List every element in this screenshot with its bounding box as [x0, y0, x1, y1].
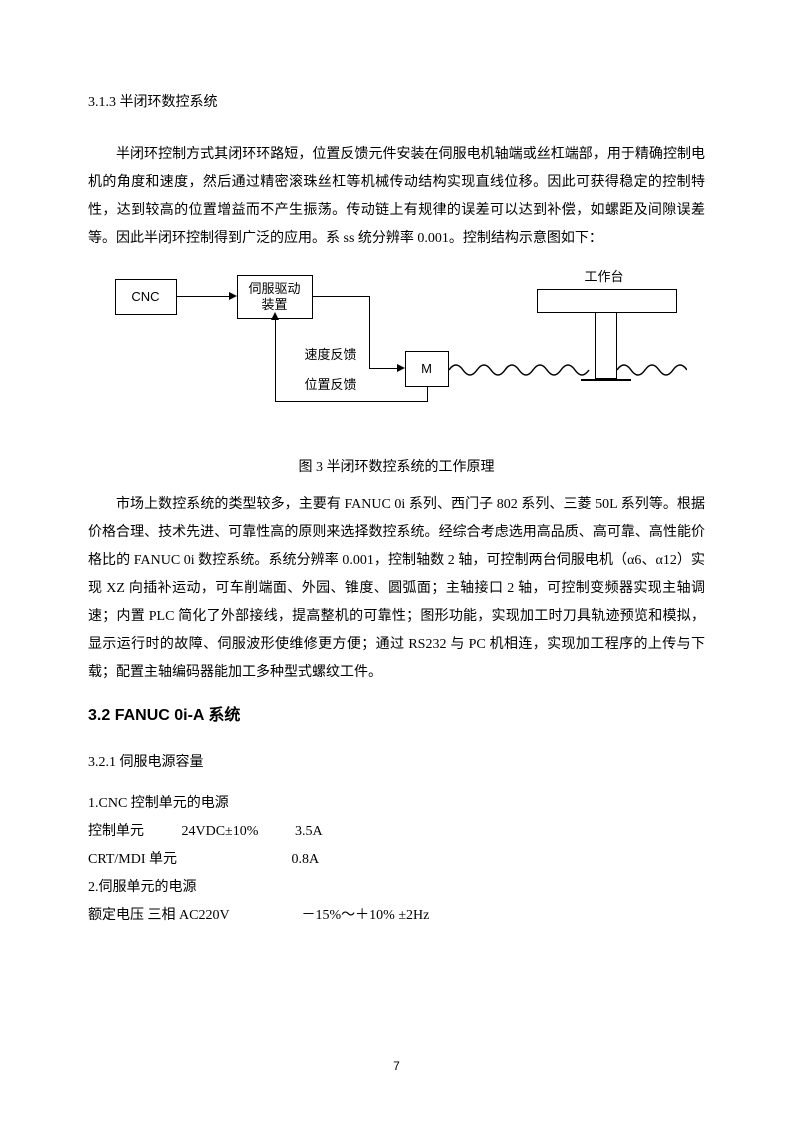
spec-crt-mdi: CRT/MDI 单元 0.8A — [88, 846, 705, 874]
diagram-table-stem — [595, 313, 617, 379]
diagram-arrow — [271, 312, 279, 320]
spec-servo-power-title: 2.伺服单元的电源 — [88, 874, 705, 902]
diagram-box-cnc: CNC — [115, 279, 177, 315]
diagram-line — [369, 368, 399, 370]
spec-tolerance: －15%～＋10% ±2Hz — [302, 908, 430, 923]
diagram-line — [275, 401, 428, 403]
diagram-line — [177, 296, 231, 298]
spec-label: 控制单元 — [88, 818, 178, 846]
diagram-line — [427, 387, 429, 401]
figure-caption-3: 图 3 半闭环数控系统的工作原理 — [88, 455, 705, 482]
section-3-2-1-heading: 3.2.1 伺服电源容量 — [88, 750, 705, 777]
spec-label: 额定电压 三相 AC220V — [88, 902, 298, 930]
diagram-leadscrew — [449, 360, 599, 380]
paragraph-3-1-3: 半闭环控制方式其闭环环路短，位置反馈元件安装在伺服电机轴端或丝杠端部，用于精确控… — [88, 141, 705, 253]
page-number: 7 — [0, 1055, 793, 1078]
diagram-label-table: 工作台 — [585, 265, 624, 290]
diagram-arrow — [397, 364, 405, 372]
diagram-box-m: M — [405, 351, 449, 387]
spec-current: 0.8A — [292, 852, 320, 867]
spec-rated-voltage: 额定电压 三相 AC220V －15%～＋10% ±2Hz — [88, 902, 705, 930]
diagram-line — [313, 296, 369, 298]
diagram-line — [369, 296, 371, 368]
section-3-1-3-heading: 3.1.3 半闭环数控系统 — [88, 90, 705, 117]
spec-label: CRT/MDI 单元 — [88, 846, 288, 874]
diagram-line — [275, 319, 277, 402]
diagram-table-top — [537, 289, 677, 313]
spec-voltage: 24VDC±10% — [182, 818, 292, 846]
spec-current: 3.5A — [295, 824, 323, 839]
diagram-semi-closed-loop: CNC 伺服驱动 装置 M 工作台 速度反馈 位置反馈 — [107, 265, 687, 435]
paragraph-market: 市场上数控系统的类型较多，主要有 FANUC 0i 系列、西门子 802 系列、… — [88, 491, 705, 687]
spec-cnc-power-title: 1.CNC 控制单元的电源 — [88, 790, 705, 818]
spec-control-unit: 控制单元 24VDC±10% 3.5A — [88, 818, 705, 846]
diagram-label-position-feedback: 位置反馈 — [305, 373, 357, 398]
diagram-label-speed-feedback: 速度反馈 — [305, 343, 357, 368]
diagram-arrow — [229, 292, 237, 300]
diagram-leadscrew-right — [617, 360, 687, 380]
section-3-2-heading: 3.2 FANUC 0i-A 系统 — [88, 701, 705, 731]
